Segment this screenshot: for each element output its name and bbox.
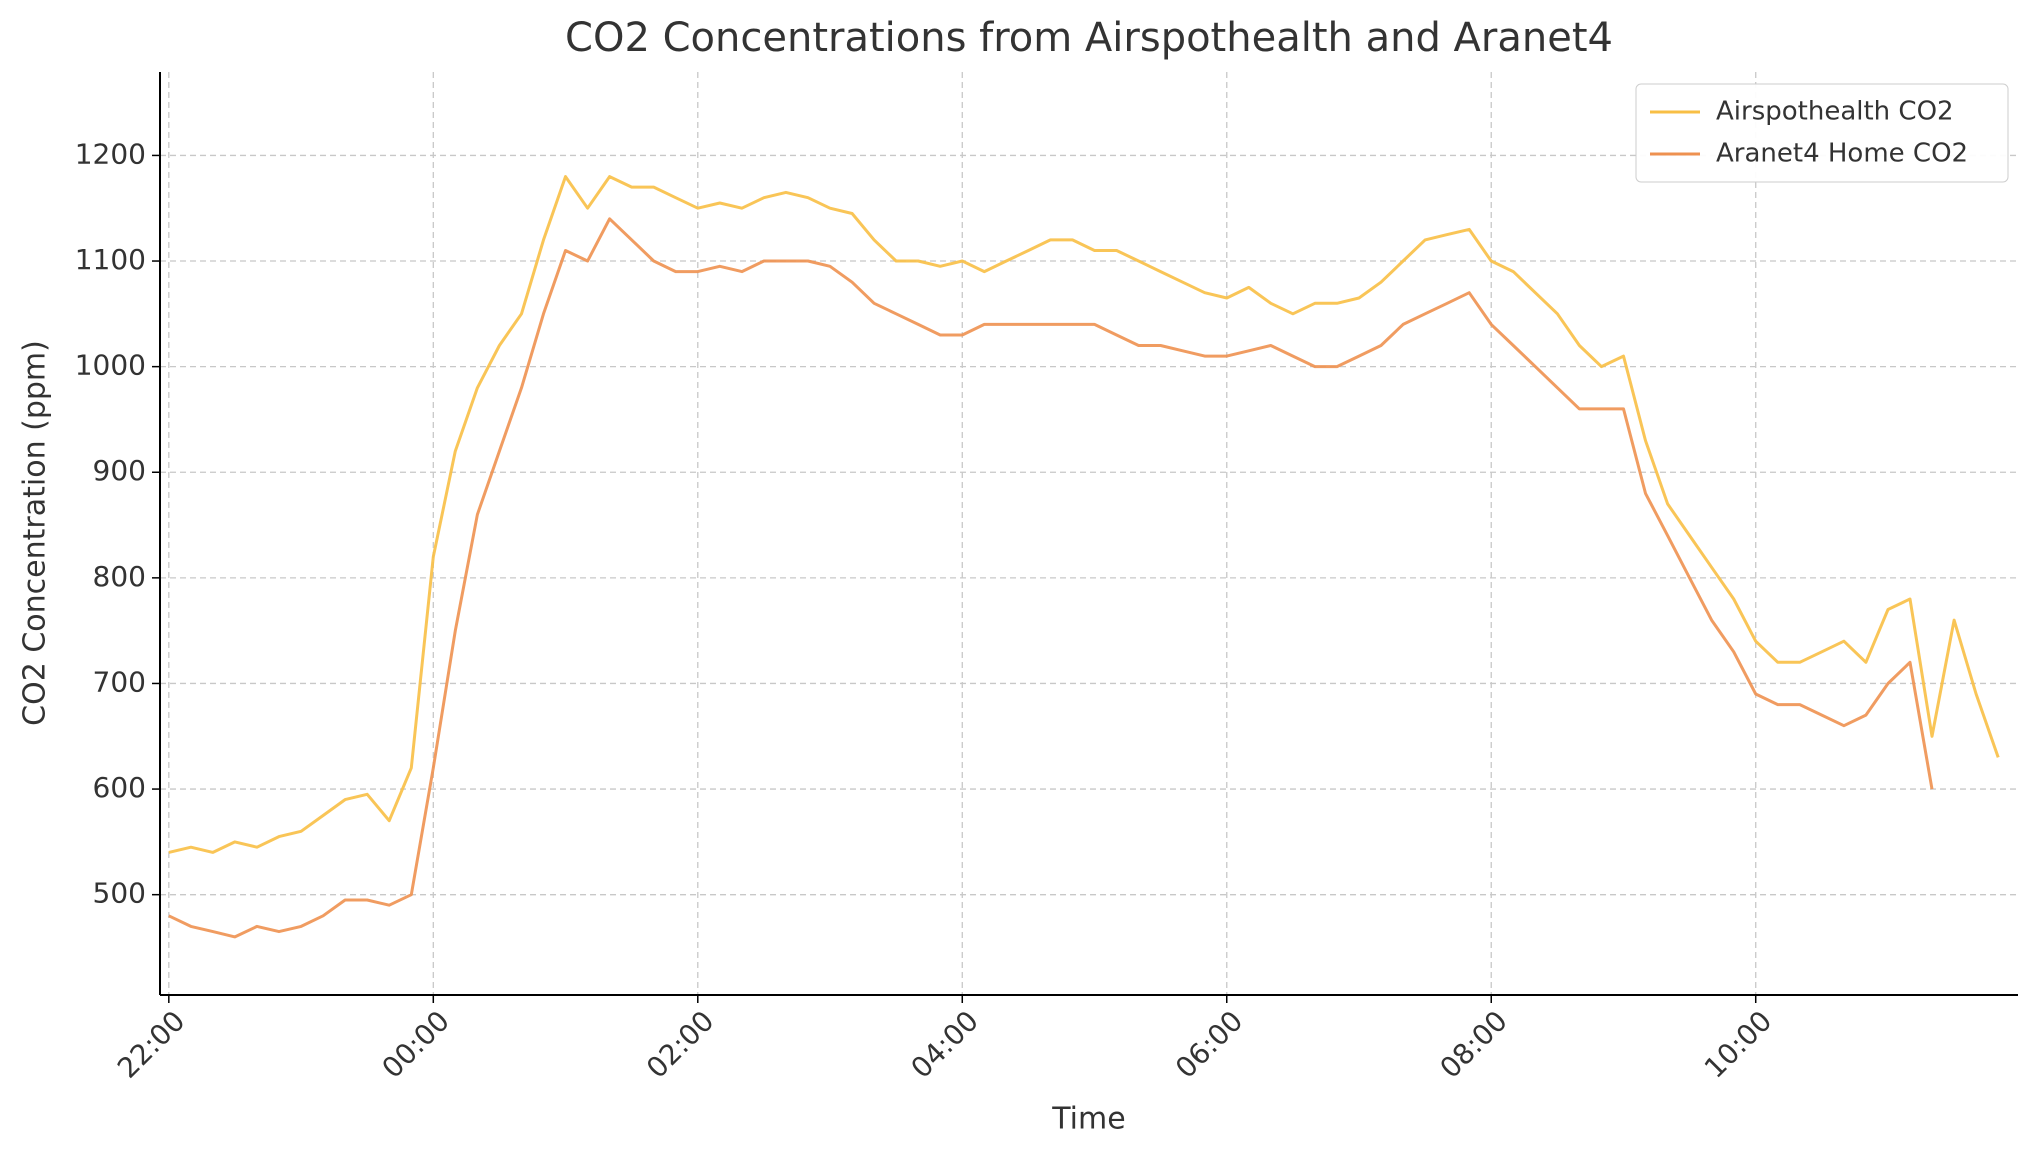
y-tick-label: 800 bbox=[93, 560, 146, 593]
x-tick-label: 08:00 bbox=[1433, 1004, 1513, 1084]
legend-label: Airspothealth CO2 bbox=[1716, 97, 1954, 127]
legend: Airspothealth CO2 Aranet4 Home CO2 bbox=[1635, 83, 2009, 183]
y-axis-label: CO2 Concentration (ppm) bbox=[18, 340, 53, 726]
y-tick-label: 500 bbox=[93, 877, 146, 910]
x-tick-label: 00:00 bbox=[376, 1004, 456, 1084]
x-tick-label: 10:00 bbox=[1698, 1004, 1778, 1084]
chart-title: CO2 Concentrations from Airspothealth an… bbox=[565, 15, 1613, 61]
x-tick-label: 06:00 bbox=[1169, 1004, 1249, 1084]
y-tick-label: 900 bbox=[93, 454, 146, 487]
data-line bbox=[168, 217, 1934, 939]
x-axis-label: Time bbox=[1051, 1102, 1125, 1137]
x-tick-label: 02:00 bbox=[640, 1004, 720, 1084]
x-tick-label: 22:00 bbox=[111, 1004, 191, 1084]
y-tick-label: 1100 bbox=[75, 243, 146, 276]
legend-label: Aranet4 Home CO2 bbox=[1716, 139, 1968, 169]
y-tick-label: 700 bbox=[93, 665, 146, 698]
x-tick-label: 04:00 bbox=[904, 1004, 984, 1084]
data-line bbox=[168, 175, 2000, 854]
y-tick-label: 1000 bbox=[75, 349, 146, 382]
y-tick-label: 1200 bbox=[75, 137, 146, 170]
legend-box bbox=[1635, 83, 2009, 183]
y-tick-label: 600 bbox=[93, 771, 146, 804]
